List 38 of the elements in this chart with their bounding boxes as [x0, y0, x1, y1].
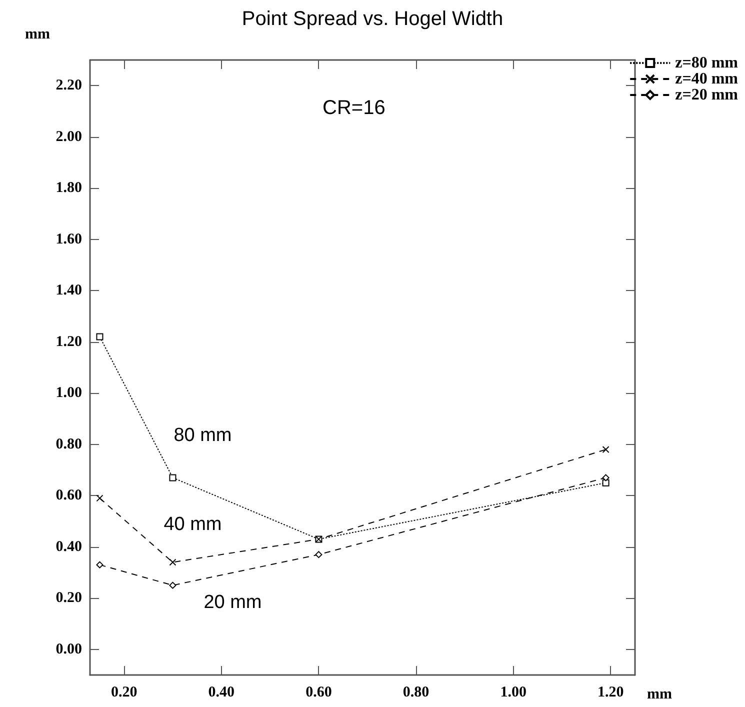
chart-title: Point Spread vs. Hogel Width [242, 8, 504, 30]
legend-label: z=20 mm [675, 86, 739, 104]
point [315, 551, 322, 558]
x-tick-label: 0.20 [110, 684, 138, 700]
y-tick-label: 1.40 [56, 282, 82, 299]
x-tick-label: 1.00 [500, 684, 526, 700]
point [96, 561, 104, 568]
point [169, 582, 176, 589]
point [169, 474, 176, 482]
y-tick-label: 1.20 [56, 334, 82, 350]
x-tick-label: 0.80 [402, 684, 430, 700]
y-tick-label: 1.00 [56, 385, 82, 402]
y-tick-label: 0.20 [56, 590, 82, 606]
point [602, 474, 610, 482]
annotation: 40 mm [164, 514, 222, 535]
x-tick-label: 0.60 [306, 684, 332, 700]
annotation: CR=16 [322, 97, 386, 119]
y-tick-label: 2.20 [56, 78, 82, 94]
y-tick-label: 1.80 [56, 180, 82, 196]
y-tick-label: 0.00 [56, 641, 82, 658]
y-axis-title: mm [25, 26, 50, 42]
point [602, 446, 610, 453]
y-tick-label: 2.00 [56, 128, 82, 145]
point [96, 494, 104, 502]
x-tick-label: 1.20 [598, 684, 624, 700]
x-tick-label: 0.40 [208, 684, 235, 700]
point [602, 479, 610, 486]
y-tick-label: 0.80 [56, 436, 82, 452]
point [96, 333, 104, 340]
y-tick-label: 1.60 [56, 231, 82, 248]
y-tick-label: 0.60 [56, 488, 82, 504]
x-axis-title: mm [647, 686, 672, 702]
annotation: 20 mm [204, 592, 262, 613]
annotation: 80 mm [174, 425, 232, 446]
y-tick-label: 0.40 [56, 538, 82, 555]
legend-label: z=40 mm [675, 70, 739, 88]
legend-label: z=80 mm [675, 54, 739, 72]
point [169, 558, 176, 566]
